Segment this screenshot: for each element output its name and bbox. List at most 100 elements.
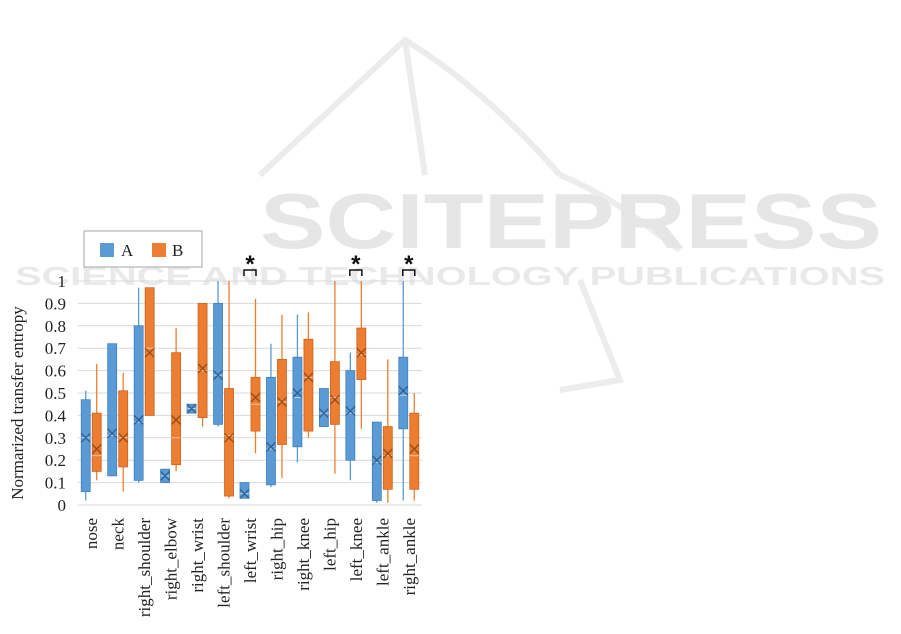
significance-annotations: * * * (243, 251, 416, 278)
mean-marker (224, 432, 234, 443)
y-tick-label: 0.8 (45, 317, 66, 336)
box-b-left_hip (329, 281, 340, 474)
watermark-main-text: SCITEPRESS (260, 177, 882, 265)
box-iqr (213, 302, 223, 425)
mean-marker (277, 397, 287, 407)
box-iqr (345, 370, 356, 461)
gridlines (78, 280, 422, 506)
box-b-left_ankle (382, 359, 393, 503)
mean-marker (303, 372, 314, 383)
box-b-right_ankle (409, 393, 420, 501)
x-tick-labels: nose neck right_shoulder right_elbow right_w… (82, 517, 419, 617)
x-tick-label: left_shoulder (215, 518, 234, 608)
mean-marker (329, 394, 340, 405)
significance-star: * (404, 251, 414, 278)
significance-bracket (349, 269, 363, 276)
mean-marker (80, 432, 91, 443)
x-tick-label: right_knee (294, 518, 313, 591)
y-tick-label: 1 (58, 272, 67, 291)
mean-marker (213, 370, 223, 381)
box-b-right_knee (303, 312, 314, 438)
x-tick-label: left_ankle (373, 518, 392, 586)
box-iqr (318, 388, 329, 427)
box-b-right_wrist (197, 302, 208, 427)
mean-marker (371, 455, 382, 466)
x-tick-label: right_shoulder (135, 518, 154, 617)
mean-marker (118, 432, 129, 443)
box-a-nose (80, 390, 91, 501)
mean-marker (144, 347, 155, 358)
x-tick-label: right_wrist (188, 518, 207, 593)
box-a-left_ankle (371, 421, 382, 503)
y-tick-label: 0.4 (45, 406, 67, 425)
box-a-right_wrist (186, 403, 197, 414)
box-b-left_shoulder (224, 281, 234, 499)
box-iqr (398, 356, 409, 430)
y-tick-label: 0.1 (45, 474, 66, 493)
box-iqr (356, 327, 367, 380)
box-b-neck (118, 372, 129, 492)
mean-marker (318, 408, 329, 419)
watermark-logo (257, 36, 682, 393)
significance-bracket (402, 269, 416, 276)
box-a-left_shoulder (213, 281, 223, 427)
significance-star: * (351, 251, 361, 278)
box-a-neck (107, 343, 118, 477)
y-tick-label: 0.9 (45, 294, 66, 313)
y-tick-label: 0.3 (45, 429, 66, 448)
mean-marker (107, 428, 118, 439)
y-tick-label: 0.7 (45, 339, 67, 358)
mean-marker (409, 444, 420, 454)
y-axis-label: Normarized transfer entropy (8, 306, 27, 500)
watermark: SCITEPRESS SCIENCE AND TECHNOLOGY PUBLIC… (15, 36, 885, 393)
box-a-left_hip (318, 388, 329, 427)
mean-marker (160, 470, 171, 481)
x-tick-label: neck (109, 518, 128, 551)
box-a-right_knee (292, 314, 303, 463)
box-iqr (239, 482, 250, 499)
box-series (80, 281, 420, 503)
y-tick-label: 0.5 (45, 384, 66, 403)
x-tick-label: left_hip (320, 518, 339, 571)
mean-marker (266, 441, 276, 452)
y-tick-labels: 0 0.1 0.2 0.3 0.4 0.5 0.6 0.7 0.8 0.9 1 (45, 272, 67, 515)
box-a-left_knee (345, 352, 356, 481)
x-tick-label: right_elbow (162, 517, 181, 600)
significance-bracket (243, 269, 257, 276)
significance-marker-left_knee: * (349, 251, 363, 278)
x-tick-label: right_ankle (400, 518, 419, 595)
legend-frame (83, 230, 203, 268)
y-tick-label: 0.2 (45, 451, 66, 470)
mean-marker (197, 363, 208, 374)
box-iqr (80, 399, 91, 492)
y-tick-label: 0.6 (45, 362, 66, 381)
y-tick-label: 0 (58, 496, 67, 515)
box-a-right_elbow (160, 468, 171, 484)
box-iqr (303, 338, 314, 432)
box-a-left_wrist (239, 482, 250, 499)
box-a-right_ankle (398, 281, 409, 501)
mean-marker (133, 414, 144, 425)
box-b-nose (91, 363, 102, 481)
x-tick-label: left_wrist (241, 518, 260, 583)
mean-marker (186, 403, 197, 414)
box-iqr (107, 343, 118, 477)
significance-marker-left_wrist: * (243, 251, 257, 278)
mean-marker (250, 392, 261, 403)
x-tick-label: nose (82, 518, 101, 549)
legend-swatch-a (100, 243, 114, 257)
mean-marker (398, 385, 409, 396)
box-iqr (266, 376, 276, 486)
box-b-left_wrist (250, 298, 261, 454)
box-b-left_knee (356, 281, 367, 429)
box-a-right_hip (266, 343, 276, 488)
mean-marker (292, 388, 303, 398)
box-iqr (144, 287, 155, 416)
x-tick-label: right_hip (267, 518, 286, 580)
mean-marker (171, 414, 182, 425)
box-iqr (118, 390, 129, 468)
mean-marker (91, 444, 102, 454)
box-iqr (197, 302, 208, 419)
box-a-right_shoulder (133, 287, 144, 483)
box-iqr (329, 361, 340, 425)
